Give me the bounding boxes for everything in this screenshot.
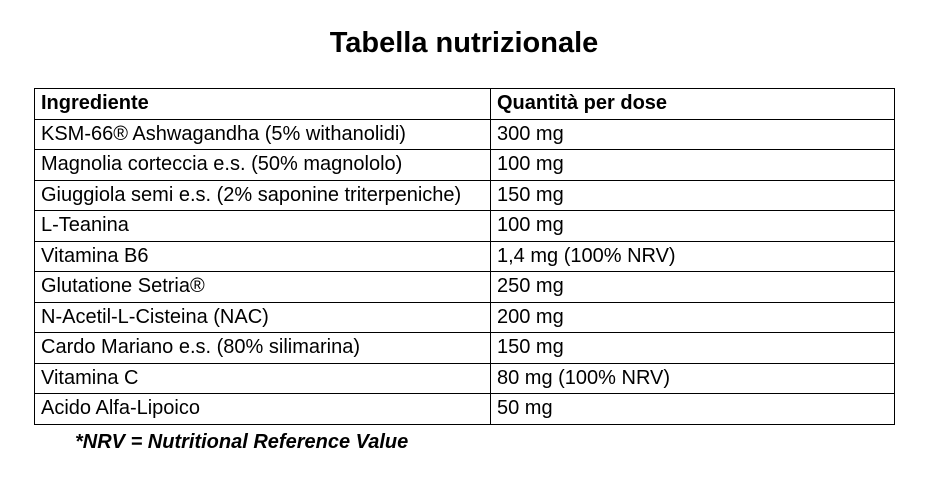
quantity-cell: 300 mg	[490, 118, 895, 150]
table-header-row: Ingrediente Quantità per dose	[34, 88, 895, 120]
quantity-cell: 150 mg	[490, 179, 895, 211]
ingredient-cell: Glutatione Setria®	[34, 271, 491, 303]
table-row: Glutatione Setria® 250 mg	[34, 271, 895, 303]
ingredient-cell: KSM-66® Ashwagandha (5% withanolidi)	[34, 118, 491, 150]
quantity-cell: 100 mg	[490, 210, 895, 242]
table-body: KSM-66® Ashwagandha (5% withanolidi) 300…	[34, 118, 895, 425]
table-row: KSM-66® Ashwagandha (5% withanolidi) 300…	[34, 118, 895, 150]
ingredient-cell: Giuggiola semi e.s. (2% saponine triterp…	[34, 179, 491, 211]
table-row: N-Acetil-L-Cisteina (NAC) 200 mg	[34, 301, 895, 333]
header-ingredient: Ingrediente	[34, 88, 491, 120]
quantity-cell: 100 mg	[490, 149, 895, 181]
quantity-cell: 80 mg (100% NRV)	[490, 362, 895, 394]
table-row: Giuggiola semi e.s. (2% saponine triterp…	[34, 179, 895, 211]
quantity-cell: 1,4 mg (100% NRV)	[490, 240, 895, 272]
ingredient-cell: L-Teanina	[34, 210, 491, 242]
ingredient-cell: Vitamina B6	[34, 240, 491, 272]
table-row: Acido Alfa-Lipoico 50 mg	[34, 393, 895, 425]
ingredient-cell: Acido Alfa-Lipoico	[34, 393, 491, 425]
table-row: Vitamina C 80 mg (100% NRV)	[34, 362, 895, 394]
quantity-cell: 200 mg	[490, 301, 895, 333]
quantity-cell: 50 mg	[490, 393, 895, 425]
ingredient-cell: Vitamina C	[34, 362, 491, 394]
ingredient-cell: N-Acetil-L-Cisteina (NAC)	[34, 301, 491, 333]
table-row: Cardo Mariano e.s. (80% silimarina) 150 …	[34, 332, 895, 364]
ingredient-cell: Magnolia corteccia e.s. (50% magnololo)	[34, 149, 491, 181]
nutrition-table: Ingrediente Quantità per dose KSM-66® As…	[34, 88, 895, 425]
nrv-footnote: *NRV = Nutritional Reference Value	[75, 430, 409, 453]
table-row: L-Teanina 100 mg	[34, 210, 895, 242]
page-title: Tabella nutrizionale	[329, 27, 599, 59]
ingredient-cell: Cardo Mariano e.s. (80% silimarina)	[34, 332, 491, 364]
quantity-cell: 150 mg	[490, 332, 895, 364]
nutrition-table-container: Ingrediente Quantità per dose KSM-66® As…	[34, 88, 895, 425]
table-row: Magnolia corteccia e.s. (50% magnololo) …	[34, 149, 895, 181]
header-quantity: Quantità per dose	[490, 88, 895, 120]
table-row: Vitamina B6 1,4 mg (100% NRV)	[34, 240, 895, 272]
quantity-cell: 250 mg	[490, 271, 895, 303]
